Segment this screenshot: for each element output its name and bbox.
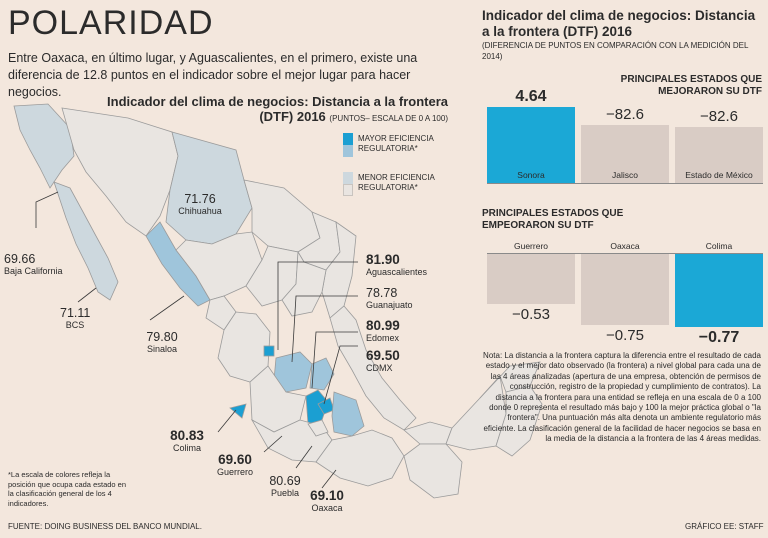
chart1-value-label: −82.6 (700, 108, 738, 125)
chart1-baseline (487, 183, 763, 184)
footnote: *La escala de colores refleja la posició… (8, 470, 127, 508)
map-label-sinaloa: 79.80 Sinaloa (140, 330, 184, 354)
map-label-bcs: 71.11 BCS (60, 306, 90, 330)
chart2-category-label: Guerrero (513, 241, 548, 251)
legend-high-label: MAYOR EFICIENCIA REGULATORIA* (358, 134, 434, 153)
map-state-chiapas (403, 443, 463, 499)
map-state-puebla (331, 391, 365, 437)
chart2-baseline (487, 253, 763, 254)
map-state-chihuahua (165, 131, 253, 245)
map-label-aguascalientes: 81.90 Aguascalientes (366, 252, 427, 277)
map-state-baja-california (13, 103, 75, 189)
map-state-name: Guanajuato (366, 300, 413, 310)
chart2-category-label: Colima (705, 241, 733, 251)
map-value: 80.69 (269, 474, 301, 488)
map-subtitle: (PUNTOS– ESCALA DE 0 A 100) (329, 114, 448, 123)
map-value: 80.83 (170, 428, 204, 443)
map-state-name: Aguascalientes (366, 267, 428, 277)
map-state-name: CDMX (366, 363, 393, 373)
chart1-category-label: Sonora (517, 170, 545, 180)
chart2-title: PRINCIPALES ESTADOS QUE EMPEORARON SU DT… (482, 208, 624, 231)
map-label-edomex: 80.99 Edomex (366, 318, 400, 343)
map-value: 69.50 (366, 348, 400, 363)
note: Nota: La distancia a la frontera captura… (483, 351, 761, 444)
map-state-name: BCS (65, 320, 85, 330)
map-label-oaxaca: 69.10 Oaxaca (302, 488, 352, 513)
chart1-bar-estado-de-méxico (675, 127, 763, 183)
chart2-value-label: −0.77 (698, 329, 740, 347)
chart2-value-label: −0.75 (606, 327, 644, 345)
chart1-value-label: 4.64 (515, 88, 547, 105)
map-value: 71.11 (60, 306, 91, 320)
map-state-oaxaca (315, 429, 405, 487)
map-state-name: Chihuahua (178, 206, 222, 216)
map-state-name: Oaxaca (311, 503, 343, 513)
chart1: 4.64 Sonora −82.6 Jalisco −82.6 Estado de Méx… (487, 84, 763, 184)
map-label-chihuahua: 71.76 Chihuahua (170, 192, 230, 216)
map-value: 69.66 (4, 252, 36, 266)
map-state-name: Colima (172, 443, 201, 453)
chart1-category-label: Jalisco (612, 170, 638, 180)
map-state-aguascalientes (263, 345, 275, 357)
page-title: POLARIDAD (8, 4, 214, 42)
map-label-cdmx: 69.50 CDMX (366, 348, 400, 373)
chart1-value-label: −82.6 (606, 106, 644, 123)
map-title-line2: (DTF) 2016 (259, 109, 326, 124)
map-state-name: Sinaloa (146, 344, 178, 354)
legend-swatch-gray (343, 184, 353, 196)
map-value: 69.10 (310, 488, 344, 503)
legend-swatch-mid (343, 145, 353, 157)
map-value: 80.99 (366, 318, 400, 333)
map-state-quintana-roo (495, 385, 543, 457)
map-label-colima: 80.83 Colima (162, 428, 212, 453)
credit: GRÁFICO EE: STAFF (685, 522, 764, 531)
intro-text: Entre Oaxaca, en último lugar, y Aguasca… (8, 51, 418, 99)
chart1-title: PRINCIPALES ESTADOS QUE MEJORARON SU DTF (620, 74, 762, 97)
map-state-queretaro (309, 357, 335, 391)
chart2-value-label: −0.53 (512, 306, 550, 324)
right-panel-subtitle: (DIFERENCIA DE PUNTOS EN COMPARACIÓN CON… (482, 41, 749, 61)
chart2-bar-colima (675, 254, 763, 328)
source: FUENTE: DOING BUSINESS DEL BANCO MUNDIAL… (8, 522, 202, 531)
map-state-sonora (61, 107, 179, 237)
map-state-colima (229, 403, 247, 419)
map-title-line1: Indicador del clima de negocios: Distanc… (107, 94, 448, 109)
map-title: Indicador del clima de negocios: Distanc… (90, 94, 448, 126)
map-value: 78.78 (366, 286, 398, 300)
map-state-tabasco (403, 421, 453, 445)
map-value: 79.80 (146, 330, 178, 344)
map-label-baja-california: 69.66 Baja California (4, 252, 63, 276)
map-value: 71.76 (184, 192, 216, 206)
map-value: 81.90 (366, 252, 400, 267)
legend-swatch-low (343, 172, 353, 184)
map-value: 69.60 (218, 452, 252, 467)
chart1-bar-jalisco (581, 125, 669, 183)
chart1-category-label: Estado de México (685, 170, 753, 180)
chart2-bar-guerrero (487, 254, 575, 305)
map-state-name: Guerrero (216, 467, 253, 477)
map-state-morelos (307, 419, 329, 437)
map-state-name: Baja California (4, 266, 63, 276)
map-state-name: Edomex (366, 333, 400, 343)
chart2-category-label: Oaxaca (610, 241, 640, 251)
map-label-puebla: 80.69 Puebla (260, 474, 310, 498)
map-label-guanajuato: 78.78 Guanajuato (366, 286, 413, 310)
map-state-slp (281, 250, 327, 317)
chart1-bar-sonora (487, 107, 575, 183)
chart2: Guerrero −0.53 Oaxaca −0.75 Colima −0.77 (487, 238, 763, 346)
legend-low-label: MENOR EFICIENCIA REGULATORIA* (358, 173, 435, 192)
legend-swatch-high (343, 133, 353, 145)
map-state-name: Puebla (270, 488, 300, 498)
map-state-bcs (53, 181, 119, 301)
right-panel-title: Indicador del clima de negocios: Distanc… (482, 8, 756, 39)
chart2-bar-oaxaca (581, 254, 669, 326)
map-label-guerrero: 69.60 Guerrero (210, 452, 260, 477)
